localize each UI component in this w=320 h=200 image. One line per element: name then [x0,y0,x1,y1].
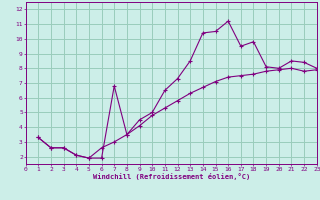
X-axis label: Windchill (Refroidissement éolien,°C): Windchill (Refroidissement éolien,°C) [92,173,250,180]
